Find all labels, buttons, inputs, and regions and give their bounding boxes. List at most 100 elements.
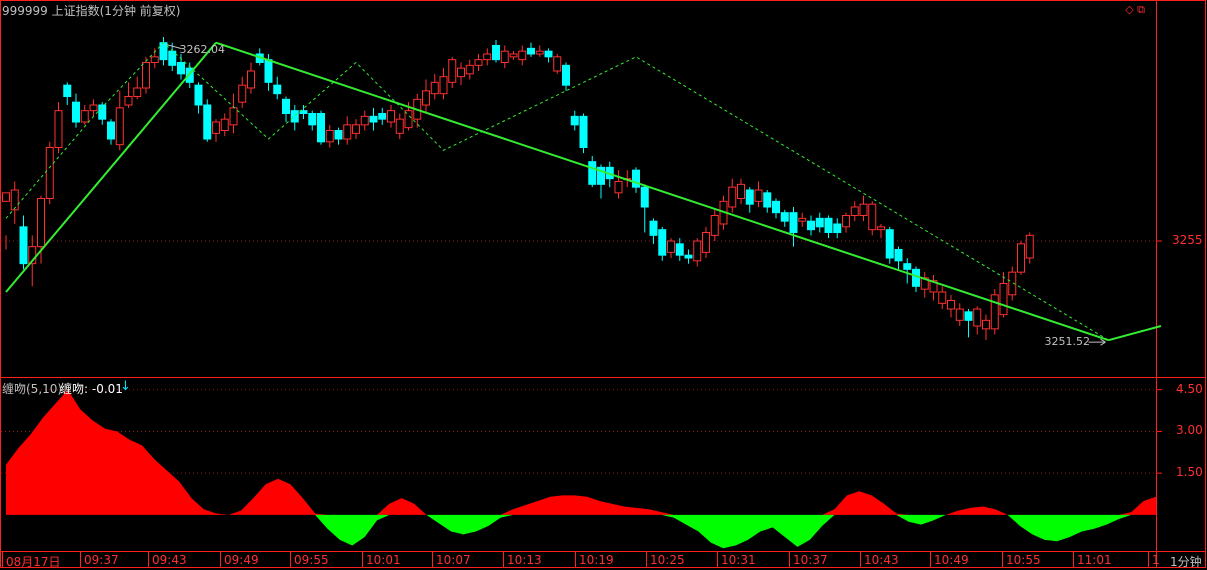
candle-down [290, 110, 299, 123]
candle-up [842, 215, 850, 228]
candle-down [168, 50, 177, 66]
candle-down [369, 115, 378, 123]
time-tick-label: 11:01 [1077, 553, 1112, 567]
price-tick-label: 3255 [1172, 233, 1203, 247]
candle-up [395, 118, 404, 134]
candle-down [98, 104, 107, 120]
candle-up [343, 124, 352, 140]
candle-down [833, 223, 842, 233]
window-control-icons[interactable]: ◇ ⧉ [1125, 3, 1145, 16]
candle-up [754, 189, 763, 202]
candle-up [465, 64, 474, 75]
candle-up [990, 294, 999, 330]
candle-up [929, 280, 938, 293]
time-tick-label: 10:25 [650, 553, 685, 567]
candle-up [973, 308, 982, 327]
candle-up [2, 192, 10, 202]
candle-up [360, 115, 369, 126]
indicator-negative-area [6, 514, 1156, 549]
candle-up [404, 110, 413, 129]
candle-up [518, 50, 527, 61]
candle-down [107, 121, 115, 140]
time-tick-label: 09:55 [294, 553, 329, 567]
candle-down [194, 84, 203, 106]
candle-down [177, 62, 185, 75]
candle-up [325, 130, 334, 143]
candle-up [702, 232, 710, 253]
candle-down [789, 212, 798, 234]
candle-up [212, 121, 220, 134]
candle-down [492, 45, 500, 61]
candle-down [675, 243, 684, 256]
indicator-value: 缠吻: -0.01 [60, 382, 123, 396]
indicator-tick-label: 3.00 [1176, 423, 1203, 438]
candle-down [780, 212, 789, 222]
candle-down [815, 217, 824, 228]
candle-down [885, 229, 894, 259]
candle-up [850, 206, 859, 216]
candle-up [10, 189, 19, 211]
candle-down [684, 254, 693, 259]
candle-up [859, 203, 868, 217]
candle-down [282, 98, 290, 115]
time-tick-label: 1 [1152, 553, 1160, 567]
candle-down [334, 130, 343, 140]
candle-down [658, 229, 667, 256]
candle-up [124, 96, 133, 106]
candle-down [562, 64, 570, 86]
candle-up [115, 107, 124, 146]
candle-up [247, 70, 255, 89]
indicator-positive-area [6, 389, 1156, 515]
candle-up [37, 198, 45, 248]
time-tick-label: 10:01 [366, 553, 401, 567]
time-tick-label: 10:31 [721, 553, 756, 567]
candle-up [439, 76, 448, 95]
candle-up [80, 110, 89, 123]
trend-line [215, 41, 1109, 342]
candle-up [54, 110, 63, 148]
candle-up [133, 87, 142, 97]
trend-line [1108, 325, 1162, 342]
candle-down [544, 50, 553, 58]
candle-up [710, 215, 719, 236]
candle-up [693, 240, 702, 262]
time-tick-label: 10:07 [436, 553, 471, 567]
candle-down [299, 110, 308, 114]
candle-up [614, 181, 623, 194]
high-price-label: 3262.04 [179, 42, 226, 56]
candle-up [553, 56, 562, 72]
candle-down [19, 226, 28, 265]
candle-up [955, 308, 964, 321]
candle-up [535, 50, 544, 55]
candle-up [430, 81, 439, 95]
candle-up [150, 56, 159, 63]
candle-down [317, 113, 325, 143]
time-tick-label: 10:13 [507, 553, 542, 567]
candle-down [203, 104, 212, 140]
time-tick-label: 08月17日 [6, 555, 61, 569]
candle-up [798, 217, 807, 222]
time-tick-label: 10:55 [1006, 553, 1041, 567]
candle-down [763, 192, 772, 208]
time-tick-label: 09:43 [152, 553, 187, 567]
candle-down [772, 200, 780, 214]
candle-up [947, 300, 955, 310]
chart-title: 999999 上证指数(1分钟 前复权) [2, 4, 181, 18]
candle-down [570, 115, 579, 126]
timeframe-selector[interactable]: 1分钟 [1170, 555, 1202, 569]
candle-up [509, 53, 518, 58]
candle-up [1025, 234, 1034, 259]
candle-up [474, 59, 483, 66]
candle-down [894, 249, 903, 262]
candle-up [877, 226, 885, 231]
candle-down [597, 166, 605, 185]
candle-down [588, 161, 597, 185]
candle-up [938, 291, 947, 304]
candle-down [63, 84, 72, 97]
indicator-tick-label: 4.50 [1176, 381, 1203, 396]
candle-down [745, 189, 754, 205]
candle-down [378, 113, 387, 120]
